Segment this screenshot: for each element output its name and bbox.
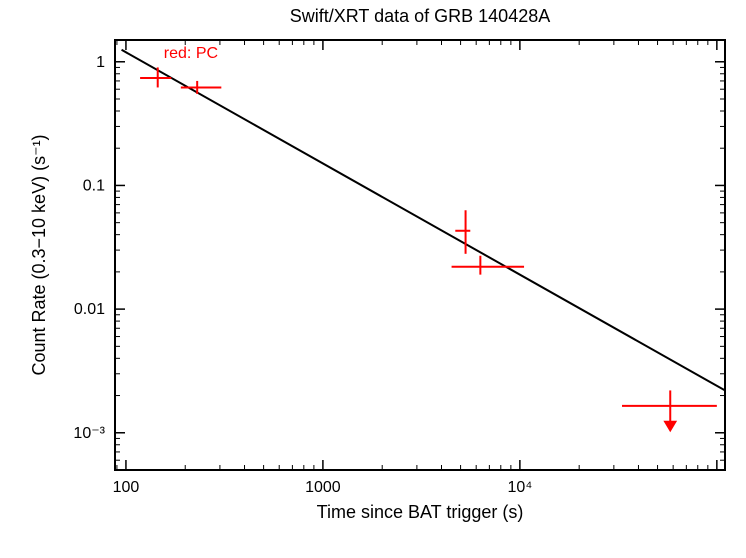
chart-bg [0, 0, 746, 558]
y-tick-label: 0.01 [74, 301, 105, 318]
y-axis-label: Count Rate (0.3−10 keV) (s⁻¹) [29, 134, 49, 375]
y-tick-label: 1 [96, 54, 105, 71]
lightcurve-chart: Swift/XRT data of GRB 140428A 100 1000 10⁴ 1… [0, 0, 746, 558]
x-axis-label: Time since BAT trigger (s) [317, 502, 524, 522]
chart-container: Swift/XRT data of GRB 140428A 100 1000 10⁴ 1… [0, 0, 746, 558]
x-tick-label: 100 [113, 479, 140, 496]
y-tick-label: 0.1 [83, 177, 105, 194]
x-tick-label: 10⁴ [508, 479, 533, 496]
x-tick-label: 1000 [305, 479, 341, 496]
y-tick-label: 10⁻³ [73, 425, 105, 442]
chart-title: Swift/XRT data of GRB 140428A [290, 6, 550, 26]
legend-text: red: PC [164, 45, 218, 62]
